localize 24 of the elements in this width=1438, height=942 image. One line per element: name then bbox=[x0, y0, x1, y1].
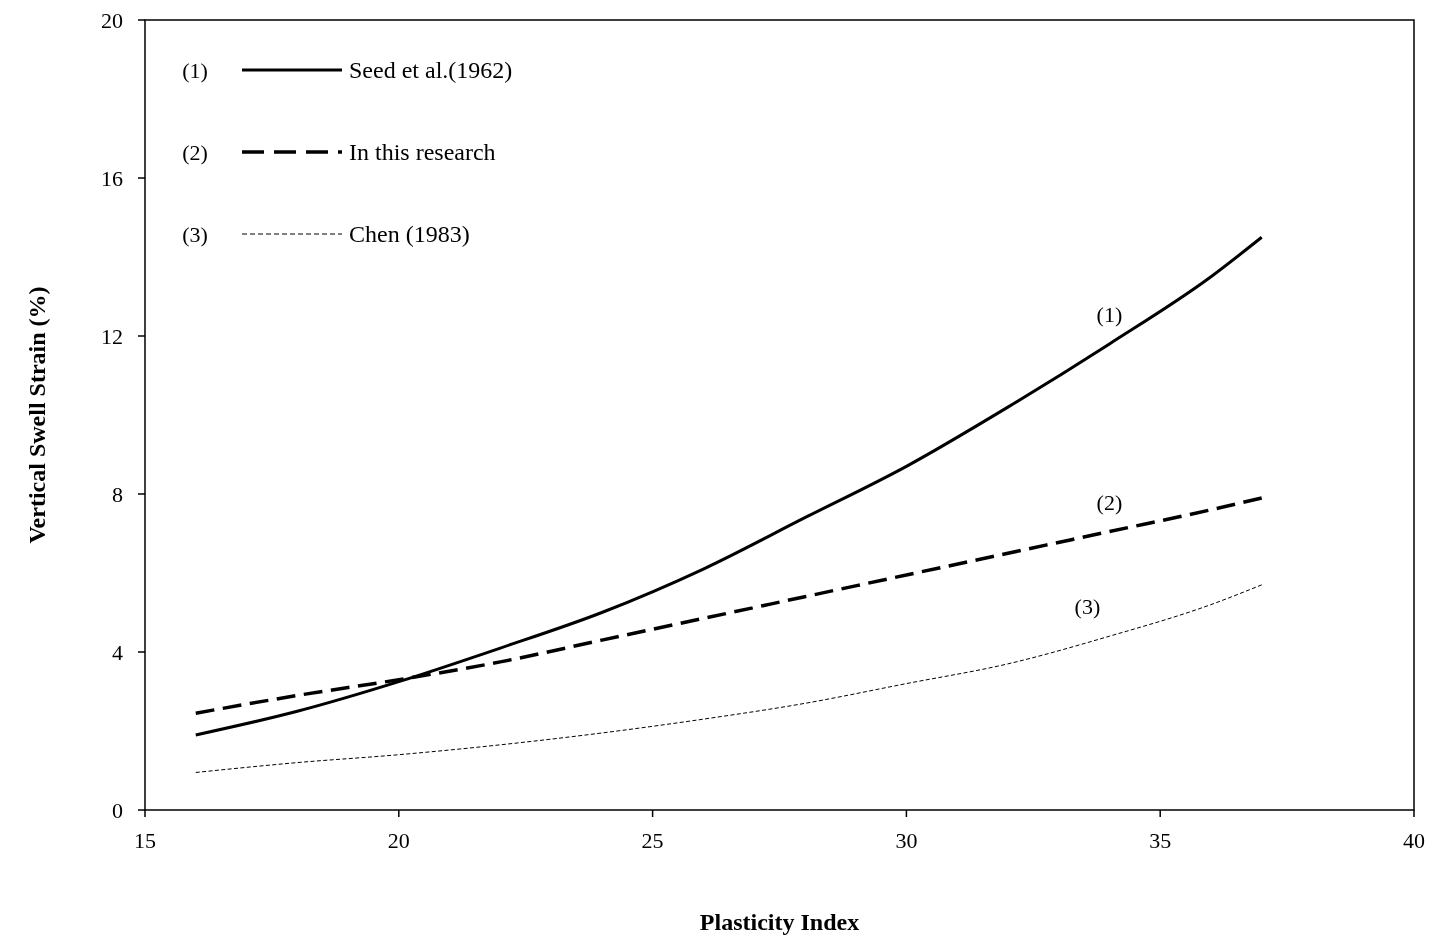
legend-label: Chen (1983) bbox=[349, 221, 470, 247]
y-tick-label: 16 bbox=[101, 166, 123, 191]
legend-label: In this research bbox=[349, 139, 496, 165]
annotation: (1) bbox=[1096, 301, 1123, 327]
y-axis-title: Vertical Swell Strain (%) bbox=[24, 286, 50, 544]
y-tick-label: 20 bbox=[101, 8, 123, 33]
legend-label: Seed et al.(1962) bbox=[349, 57, 513, 83]
y-tick-label: 12 bbox=[101, 324, 123, 349]
x-tick-label: 25 bbox=[641, 828, 664, 853]
text: (2) bbox=[182, 140, 208, 165]
y-tick-label: 0 bbox=[112, 798, 123, 823]
x-tick-label: 40 bbox=[1403, 828, 1425, 853]
y-tick-label: 4 bbox=[112, 640, 123, 665]
x-tick-label: 20 bbox=[387, 828, 410, 853]
x-axis-title: Plasticity Index bbox=[699, 909, 860, 935]
x-tick-label: 30 bbox=[895, 828, 918, 853]
y-tick-label: 8 bbox=[112, 482, 123, 507]
x-tick-label: 15 bbox=[134, 828, 156, 853]
line-series bbox=[195, 584, 1263, 773]
text: (3) bbox=[182, 222, 208, 247]
text: (1) bbox=[182, 58, 208, 83]
x-tick-label: 35 bbox=[1149, 828, 1172, 853]
annotation: (2) bbox=[1096, 489, 1123, 515]
annotation: (3) bbox=[1074, 594, 1101, 620]
